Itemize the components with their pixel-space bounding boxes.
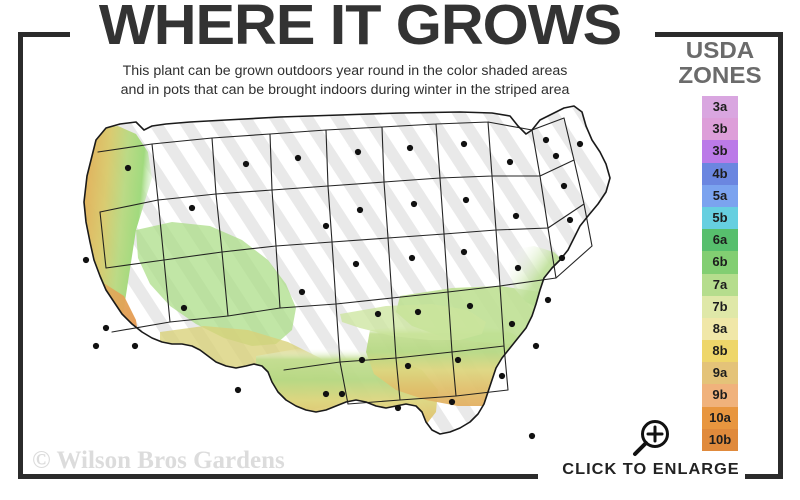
legend-swatch: 7a: [702, 273, 738, 296]
legend-title-line-2: ZONES: [678, 62, 762, 88]
legend-swatch: 9a: [702, 362, 738, 385]
page-title: WHERE IT GROWS: [98, 0, 622, 57]
legend-swatch: 6a: [702, 229, 738, 252]
legend-swatch: 7b: [702, 295, 738, 318]
map-city-dots: [82, 136, 584, 440]
legend-swatch: 5a: [702, 184, 738, 207]
legend-swatch-list: 3a 3b 3b 4b 5a 5b 6a 6b 7a 7b 8a 8b 9a 9b 10a 10b: [702, 96, 738, 451]
legend-title-line-1: USDA: [685, 37, 755, 63]
legend-swatch: 8a: [702, 317, 738, 341]
click-to-enlarge-label[interactable]: CLICK TO ENLARGE: [562, 461, 740, 478]
subtitle-line-1: This plant can be grown outdoors year ro…: [122, 63, 568, 79]
usda-zones-legend: USDA ZONES 3a 3b 3b 4b 5a 5b 6a 6b 7a 7b 8a 8b 9a 9b 1…: [668, 38, 772, 451]
legend-swatch: 10b: [702, 428, 738, 451]
legend-swatch: 3b: [702, 118, 738, 141]
legend-swatch: 4b: [702, 162, 738, 185]
click-to-enlarge[interactable]: CLICK TO ENLARGE: [556, 418, 746, 479]
usda-hardiness-zone-map[interactable]: [40, 100, 660, 470]
frame-border-right: [778, 32, 783, 479]
legend-swatch: 6b: [702, 251, 738, 274]
map-state-boundaries: [97, 117, 593, 405]
watermark: © Wilson Bros Gardens: [32, 447, 285, 474]
legend-swatch: 8b: [702, 340, 738, 363]
legend-swatch: 3a: [702, 96, 738, 119]
legend-swatch: 5b: [702, 206, 738, 230]
frame-border-top-right: [655, 32, 783, 37]
legend-title: USDA ZONES: [665, 38, 774, 88]
subtitle-line-2: and in pots that can be brought indoors …: [120, 82, 570, 98]
frame-border-top-left: [18, 32, 70, 37]
frame-border-bottom-left: [18, 474, 538, 479]
subtitle: This plant can be grown outdoors year ro…: [55, 62, 635, 100]
frame-border-left: [18, 32, 23, 479]
legend-swatch: 9b: [702, 384, 738, 407]
magnifier-plus-icon[interactable]: [556, 418, 746, 460]
frame-border-bottom-right: [745, 474, 783, 479]
legend-swatch: 3b: [702, 140, 738, 163]
legend-swatch: 10a: [702, 406, 738, 429]
